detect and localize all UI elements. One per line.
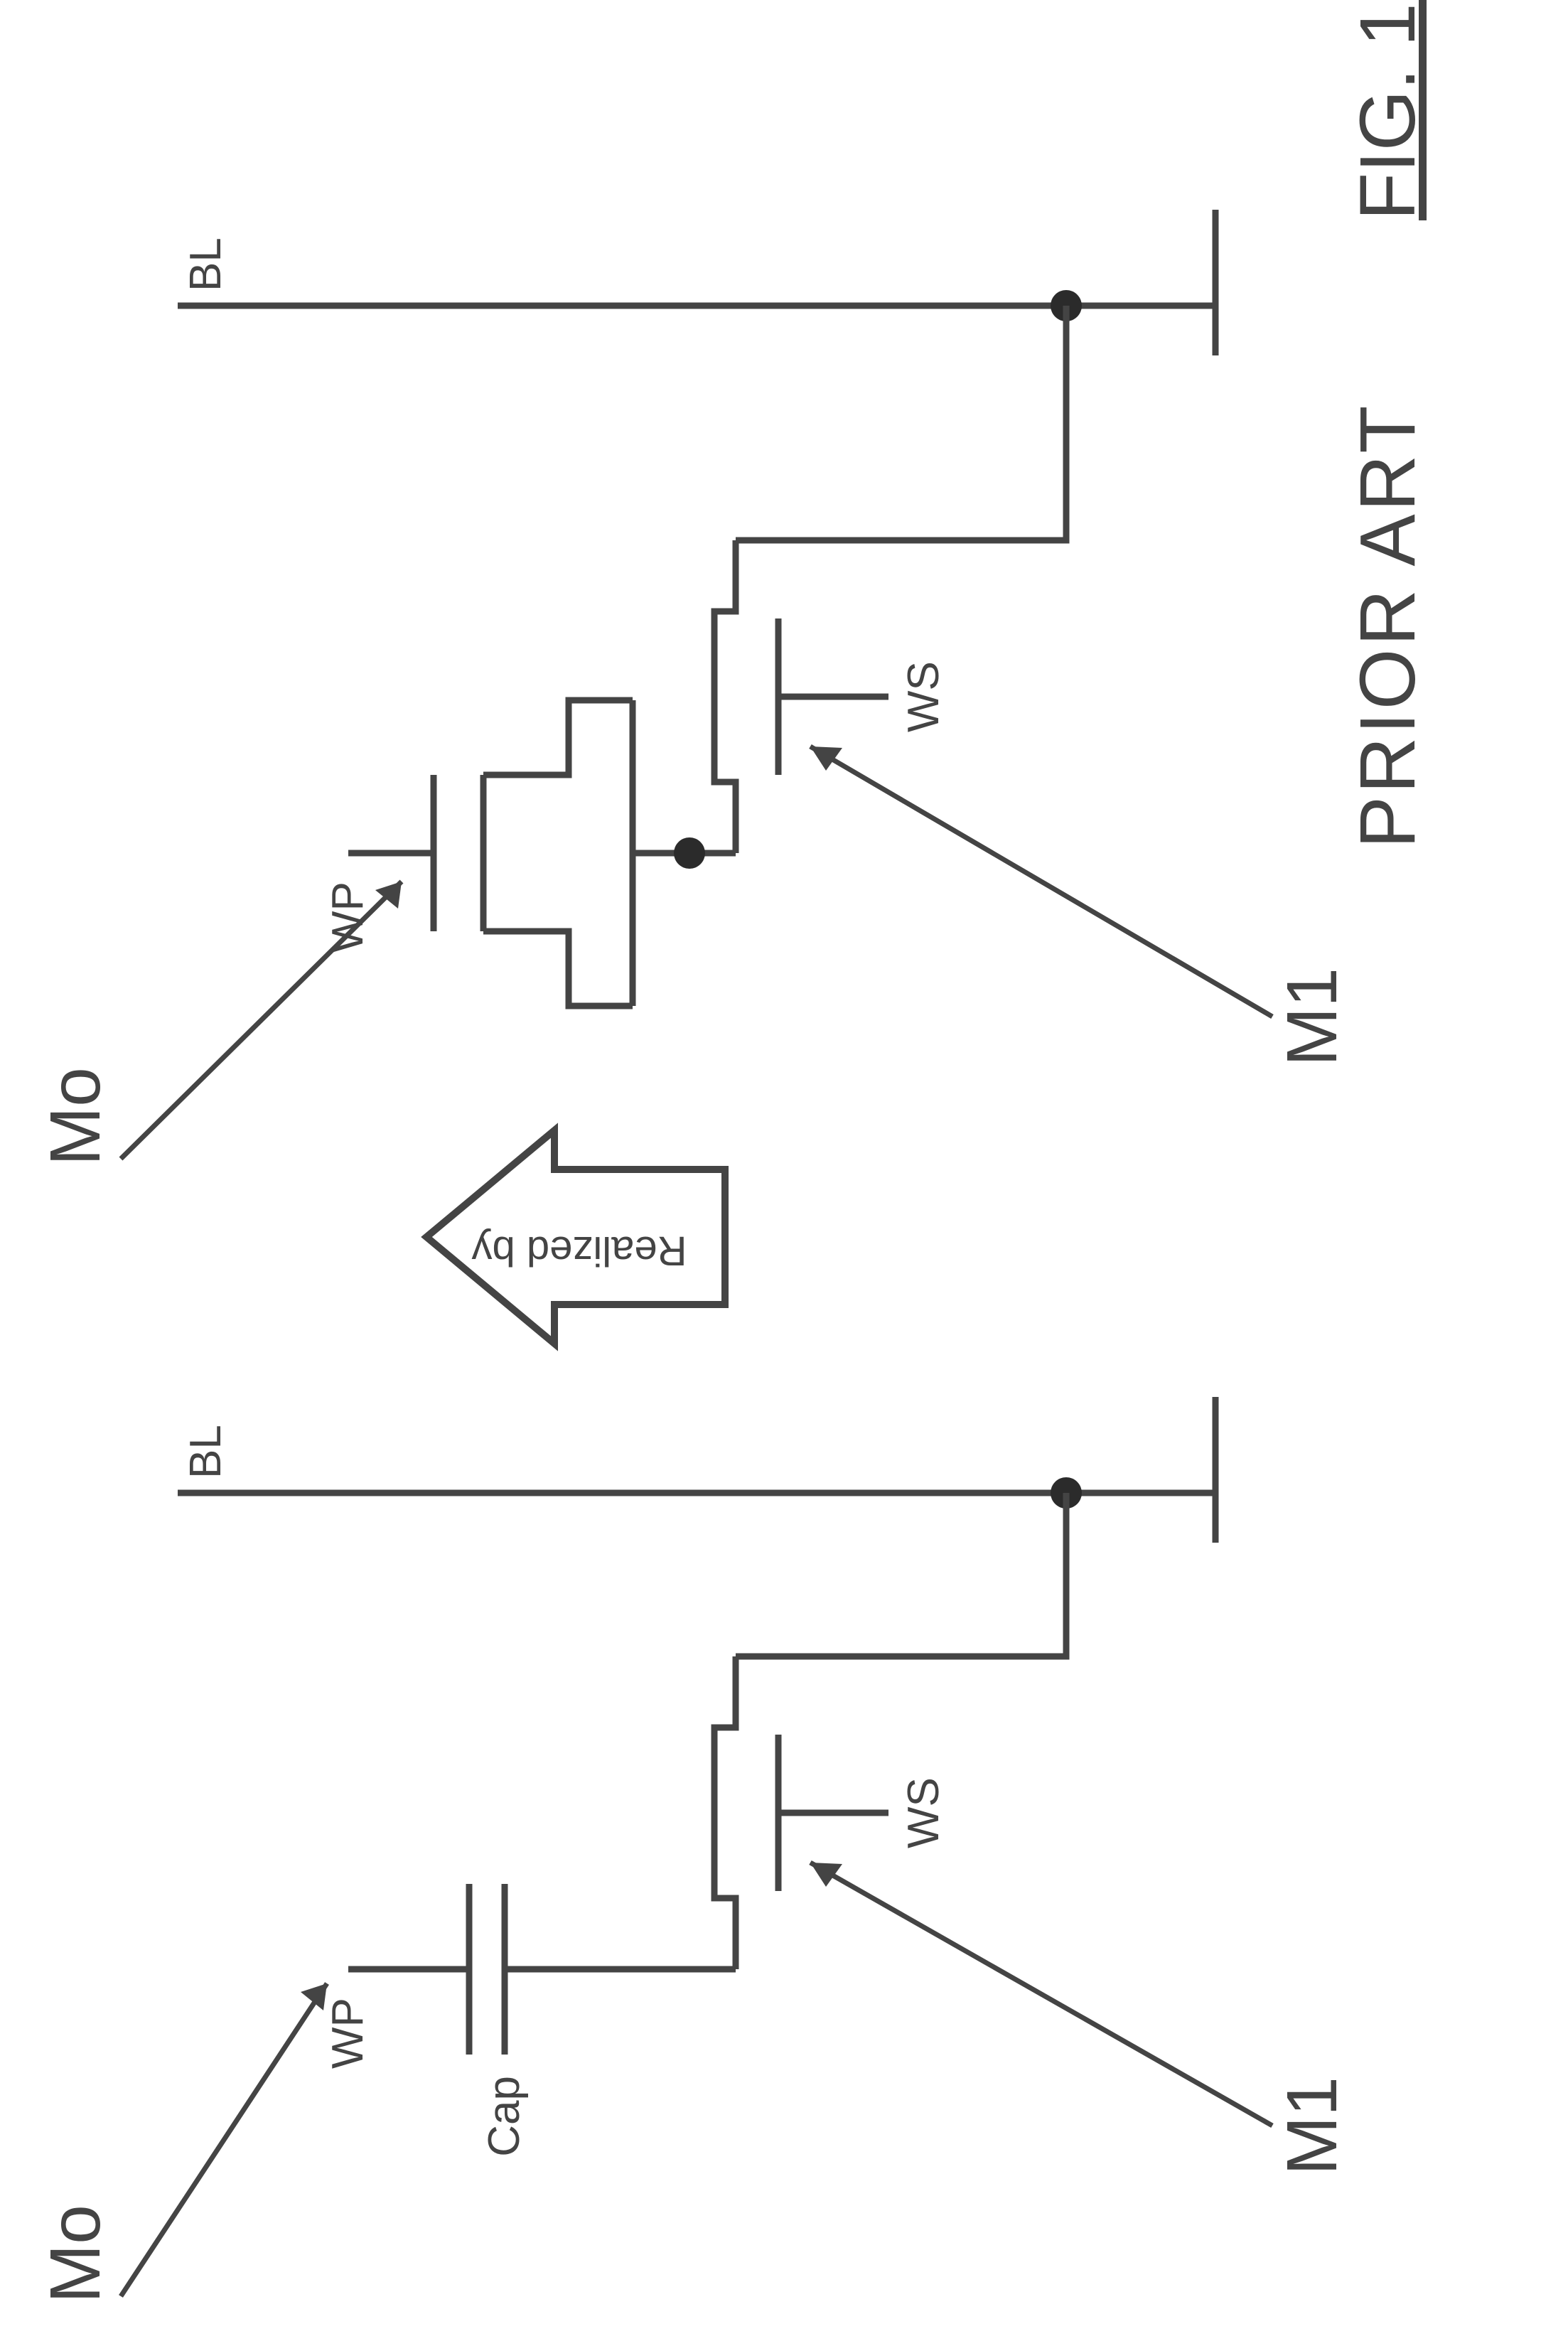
label-ws-right: WS [899, 661, 948, 732]
schematic-figure: BL WP Cap WS Mo M1 [0, 0, 1568, 2346]
label-m1-left: M1 [1272, 2077, 1352, 2175]
label-cap: Cap [480, 2076, 529, 2157]
right-circuit: BL WP WS Mo M1 [36, 210, 1352, 1166]
label-bl-left: BL [181, 1425, 230, 1479]
figure-title: FIG. 1C [1344, 0, 1432, 220]
realized-by-arrow: Realized by [426, 1130, 725, 1344]
label-mo-right: Mo [36, 1067, 115, 1166]
label-wp-left: WP [323, 1998, 372, 2069]
label-bl-right: BL [181, 237, 230, 291]
label-prior-art: PRIOR ART [1344, 403, 1432, 849]
label-m1-right: M1 [1272, 968, 1352, 1066]
label-ws-left: WS [899, 1777, 948, 1848]
left-circuit: BL WP Cap WS Mo M1 [36, 1397, 1352, 2303]
label-realized: Realized by [471, 1228, 687, 1274]
label-mo-left: Mo [36, 2205, 115, 2303]
